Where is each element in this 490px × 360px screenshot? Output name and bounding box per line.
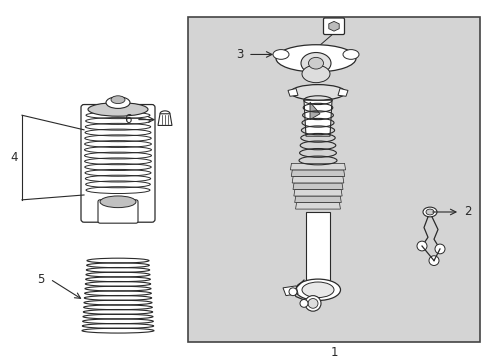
Circle shape [429,256,439,265]
Ellipse shape [88,103,148,116]
Ellipse shape [295,279,341,301]
Text: 4: 4 [10,151,18,164]
Ellipse shape [111,96,125,104]
Polygon shape [291,163,345,170]
FancyBboxPatch shape [98,200,138,223]
Circle shape [300,300,308,307]
Ellipse shape [343,50,359,59]
Ellipse shape [423,207,437,217]
Polygon shape [291,170,344,176]
Ellipse shape [273,50,289,59]
Polygon shape [295,203,341,209]
Text: 1: 1 [330,346,338,359]
Ellipse shape [302,65,330,83]
Text: 6: 6 [124,113,132,126]
Text: 2: 2 [464,206,471,219]
Ellipse shape [106,97,130,108]
Ellipse shape [276,45,356,72]
Ellipse shape [309,57,323,69]
Circle shape [305,296,321,311]
Ellipse shape [301,53,331,74]
Ellipse shape [426,209,434,215]
Bar [188,17,480,342]
Polygon shape [288,89,298,96]
Polygon shape [158,114,172,125]
Polygon shape [338,89,348,96]
Polygon shape [292,176,344,183]
Polygon shape [310,102,320,120]
Polygon shape [293,183,343,189]
Ellipse shape [100,196,136,208]
Circle shape [417,241,427,251]
Ellipse shape [302,282,334,298]
Text: 5: 5 [37,273,44,285]
Circle shape [289,288,297,296]
Polygon shape [329,21,339,31]
Text: 3: 3 [237,48,244,61]
Circle shape [435,244,445,254]
Polygon shape [294,189,342,196]
Polygon shape [283,286,298,296]
Polygon shape [304,100,332,136]
FancyBboxPatch shape [81,104,155,222]
Ellipse shape [291,85,345,100]
Polygon shape [294,196,342,203]
Circle shape [308,298,318,308]
FancyBboxPatch shape [323,18,344,35]
Bar [306,212,330,280]
